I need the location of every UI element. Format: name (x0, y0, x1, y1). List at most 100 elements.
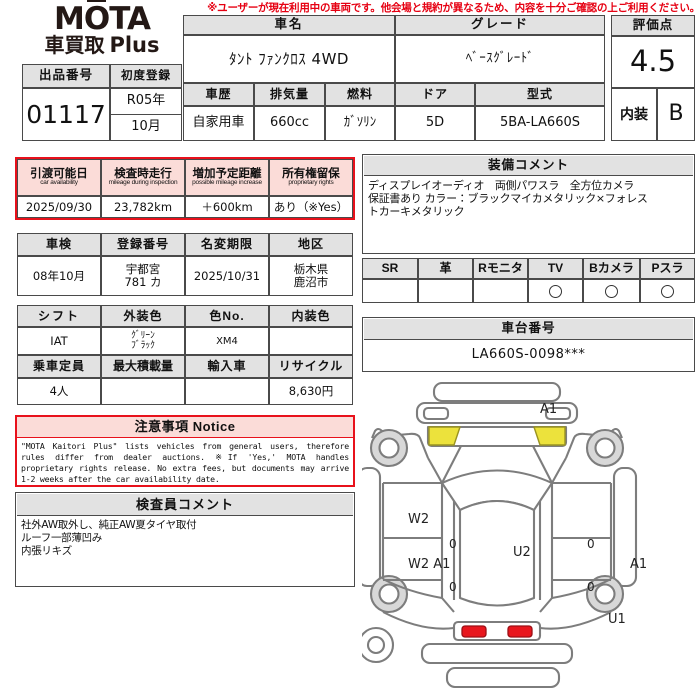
equipment-option-value-bcamera (583, 279, 640, 303)
max-load-value (101, 378, 185, 405)
mileage-value: 23,782km (101, 196, 185, 218)
interior-color-header: 内装色 (269, 305, 353, 327)
shift-value: IAT (17, 327, 101, 355)
registration-number-line2: 781 カ (124, 275, 162, 289)
vehicle-name-header: 車名 (183, 15, 395, 35)
chassis-number-header: 車台番号 (364, 319, 693, 340)
equipment-option-value-sr (362, 279, 418, 303)
availability-date-value: 2025/09/30 (17, 196, 101, 218)
area-line1: 栃木県 (293, 262, 329, 277)
mileage-header-jp: 検査時走行 (114, 168, 172, 181)
recycle-value: 8,630円 (269, 378, 353, 405)
vehicle-name-value: ﾀﾝﾄ ﾌｧﾝｸﾛｽ 4WD (183, 35, 395, 83)
color-number-header: 色No. (185, 305, 269, 327)
inspector-comment-header: 検査員コメント (17, 494, 353, 516)
damage-code-zero-right-upper: 0 (587, 537, 595, 551)
rear-left-quarter (382, 578, 443, 600)
damage-code-w2a1-left-rear: W2 A1 (408, 557, 451, 572)
top-warning-text: ※ユーザーが現在利用中の車両です。他会場と規約が異なるため、内容を十分ご確認の上… (207, 1, 700, 14)
logo-o-macron: O (83, 1, 110, 37)
door-header: ドア (395, 83, 475, 106)
a-pillar-left (427, 457, 443, 484)
rear-right-quarter (551, 578, 612, 600)
cowl-right (532, 445, 553, 484)
wheel-front-left (369, 428, 409, 468)
front-left-lamp (422, 406, 450, 421)
logo-jp-text: 車買取 (44, 33, 105, 57)
equipment-option-header-bcamera: Bカメラ (583, 258, 640, 279)
mileage-increase-header: 増加予定距離 possible mileage increase (185, 159, 269, 196)
first-registration-year: R05年 (110, 88, 182, 115)
registration-number-header: 登録番号 (101, 233, 185, 256)
equipment-option-value-leather (418, 279, 473, 303)
wheel-rear-left (369, 574, 409, 614)
notice-header: 注意事項 Notice (17, 417, 353, 438)
proprietary-rights-header-en: proprietary rights (288, 179, 334, 187)
availability-date-header-en: car availability (40, 179, 78, 187)
exterior-color-line2: ﾌﾞﾗｯｸ (131, 340, 155, 351)
fuel-value: ｶﾞｿﾘﾝ (325, 106, 395, 141)
interior-score-label: 内装 (611, 88, 657, 141)
damage-code-a1-right-rear: A1 (630, 557, 648, 572)
recycle-header: リサイクル (269, 355, 353, 378)
first-registration-month: 10月 (110, 114, 182, 141)
auction-number-header: 出品番号 (22, 64, 110, 88)
vehicle-history-header: 車歴 (183, 83, 254, 106)
a-pillar-right (551, 457, 567, 484)
equipment-option-header-tv: TV (528, 258, 583, 279)
damage-code-w2-left: W2 (408, 512, 430, 527)
auction-number-value: 01117 (22, 88, 110, 141)
model-code-value: 5BA-LA660S (475, 106, 605, 141)
front-right-lamp (544, 406, 572, 421)
area-value: 栃木県 鹿沼市 (269, 256, 353, 296)
damage-code-zero-left-lower: 0 (449, 580, 457, 594)
rear-lower-panel (420, 642, 574, 665)
availability-date-header-jp: 引渡可能日 (30, 168, 88, 181)
mileage-header: 検査時走行 mileage during inspection (101, 159, 185, 196)
door-value: 5D (395, 106, 475, 141)
fuel-header: 燃料 (325, 83, 395, 106)
notice-body: "MOTA Kaitori Plus" lists vehicles from … (21, 441, 349, 485)
check-circle-icon (661, 284, 674, 298)
mileage-header-en: mileage during inspection (108, 179, 178, 187)
score-value: 4.5 (611, 36, 695, 88)
import-value (185, 378, 269, 405)
equipment-option-value-pslide (640, 279, 695, 303)
rear-bottom-panel (445, 666, 561, 689)
displacement-value: 660cc (254, 106, 325, 141)
roof-panel (458, 500, 536, 607)
area-header: 地区 (269, 233, 353, 256)
equipment-option-header-leather: 革 (418, 258, 473, 279)
logo-m: M (54, 1, 85, 37)
equipment-comment-body: ディスプレイオーディオ 両側パワスラ 全方位カメラ 保証書あり カラー：ブラック… (368, 179, 648, 219)
right-side-panel (612, 466, 638, 588)
check-circle-icon (605, 284, 618, 298)
vehicle-grade-value: ﾍﾞｰｽｸﾞﾚｰﾄﾞ (395, 35, 605, 83)
front-bumper-bar (415, 401, 579, 425)
inspector-comment-body: 社外AW取外し、純正AW夏タイヤ取付 ルーフ一部薄凹み 内張リキズ (21, 519, 197, 557)
hood-left-damage-highlight (428, 426, 461, 446)
equipment-option-value-tv (528, 279, 583, 303)
interior-score-value: B (657, 88, 695, 141)
exterior-color-header: 外装色 (101, 305, 185, 327)
registration-number-line1: 宇都宮 (125, 262, 161, 277)
exterior-color-line1: ｸﾞﾘｰﾝ (131, 329, 155, 341)
displacement-header: 排気量 (254, 83, 325, 106)
registration-number-value: 宇都宮 781 カ (101, 256, 185, 296)
equipment-option-header-sr: SR (362, 258, 418, 279)
max-load-header: 最大積載量 (101, 355, 185, 378)
damage-code-zero-right-lower: 0 (587, 580, 595, 594)
logo-wordmark: MOTA (22, 1, 182, 37)
logo-subline: 車買取 Plus (22, 34, 182, 56)
interior-color-value (269, 327, 353, 355)
damage-code-a1-front: A1 (540, 402, 558, 417)
import-header: 輸入車 (185, 355, 269, 378)
damage-code-u2-roof: U2 (513, 545, 531, 560)
model-code-header: 型式 (475, 83, 605, 106)
logo-ta: TA (109, 1, 151, 37)
inspection-value: 08年10月 (17, 256, 101, 296)
hood-right-damage-highlight (533, 426, 566, 446)
rear-right-lamp (507, 625, 533, 638)
equipment-option-header-rmonitor: Rモニタ (473, 258, 528, 279)
vehicle-history-value: 自家用車 (183, 106, 254, 141)
